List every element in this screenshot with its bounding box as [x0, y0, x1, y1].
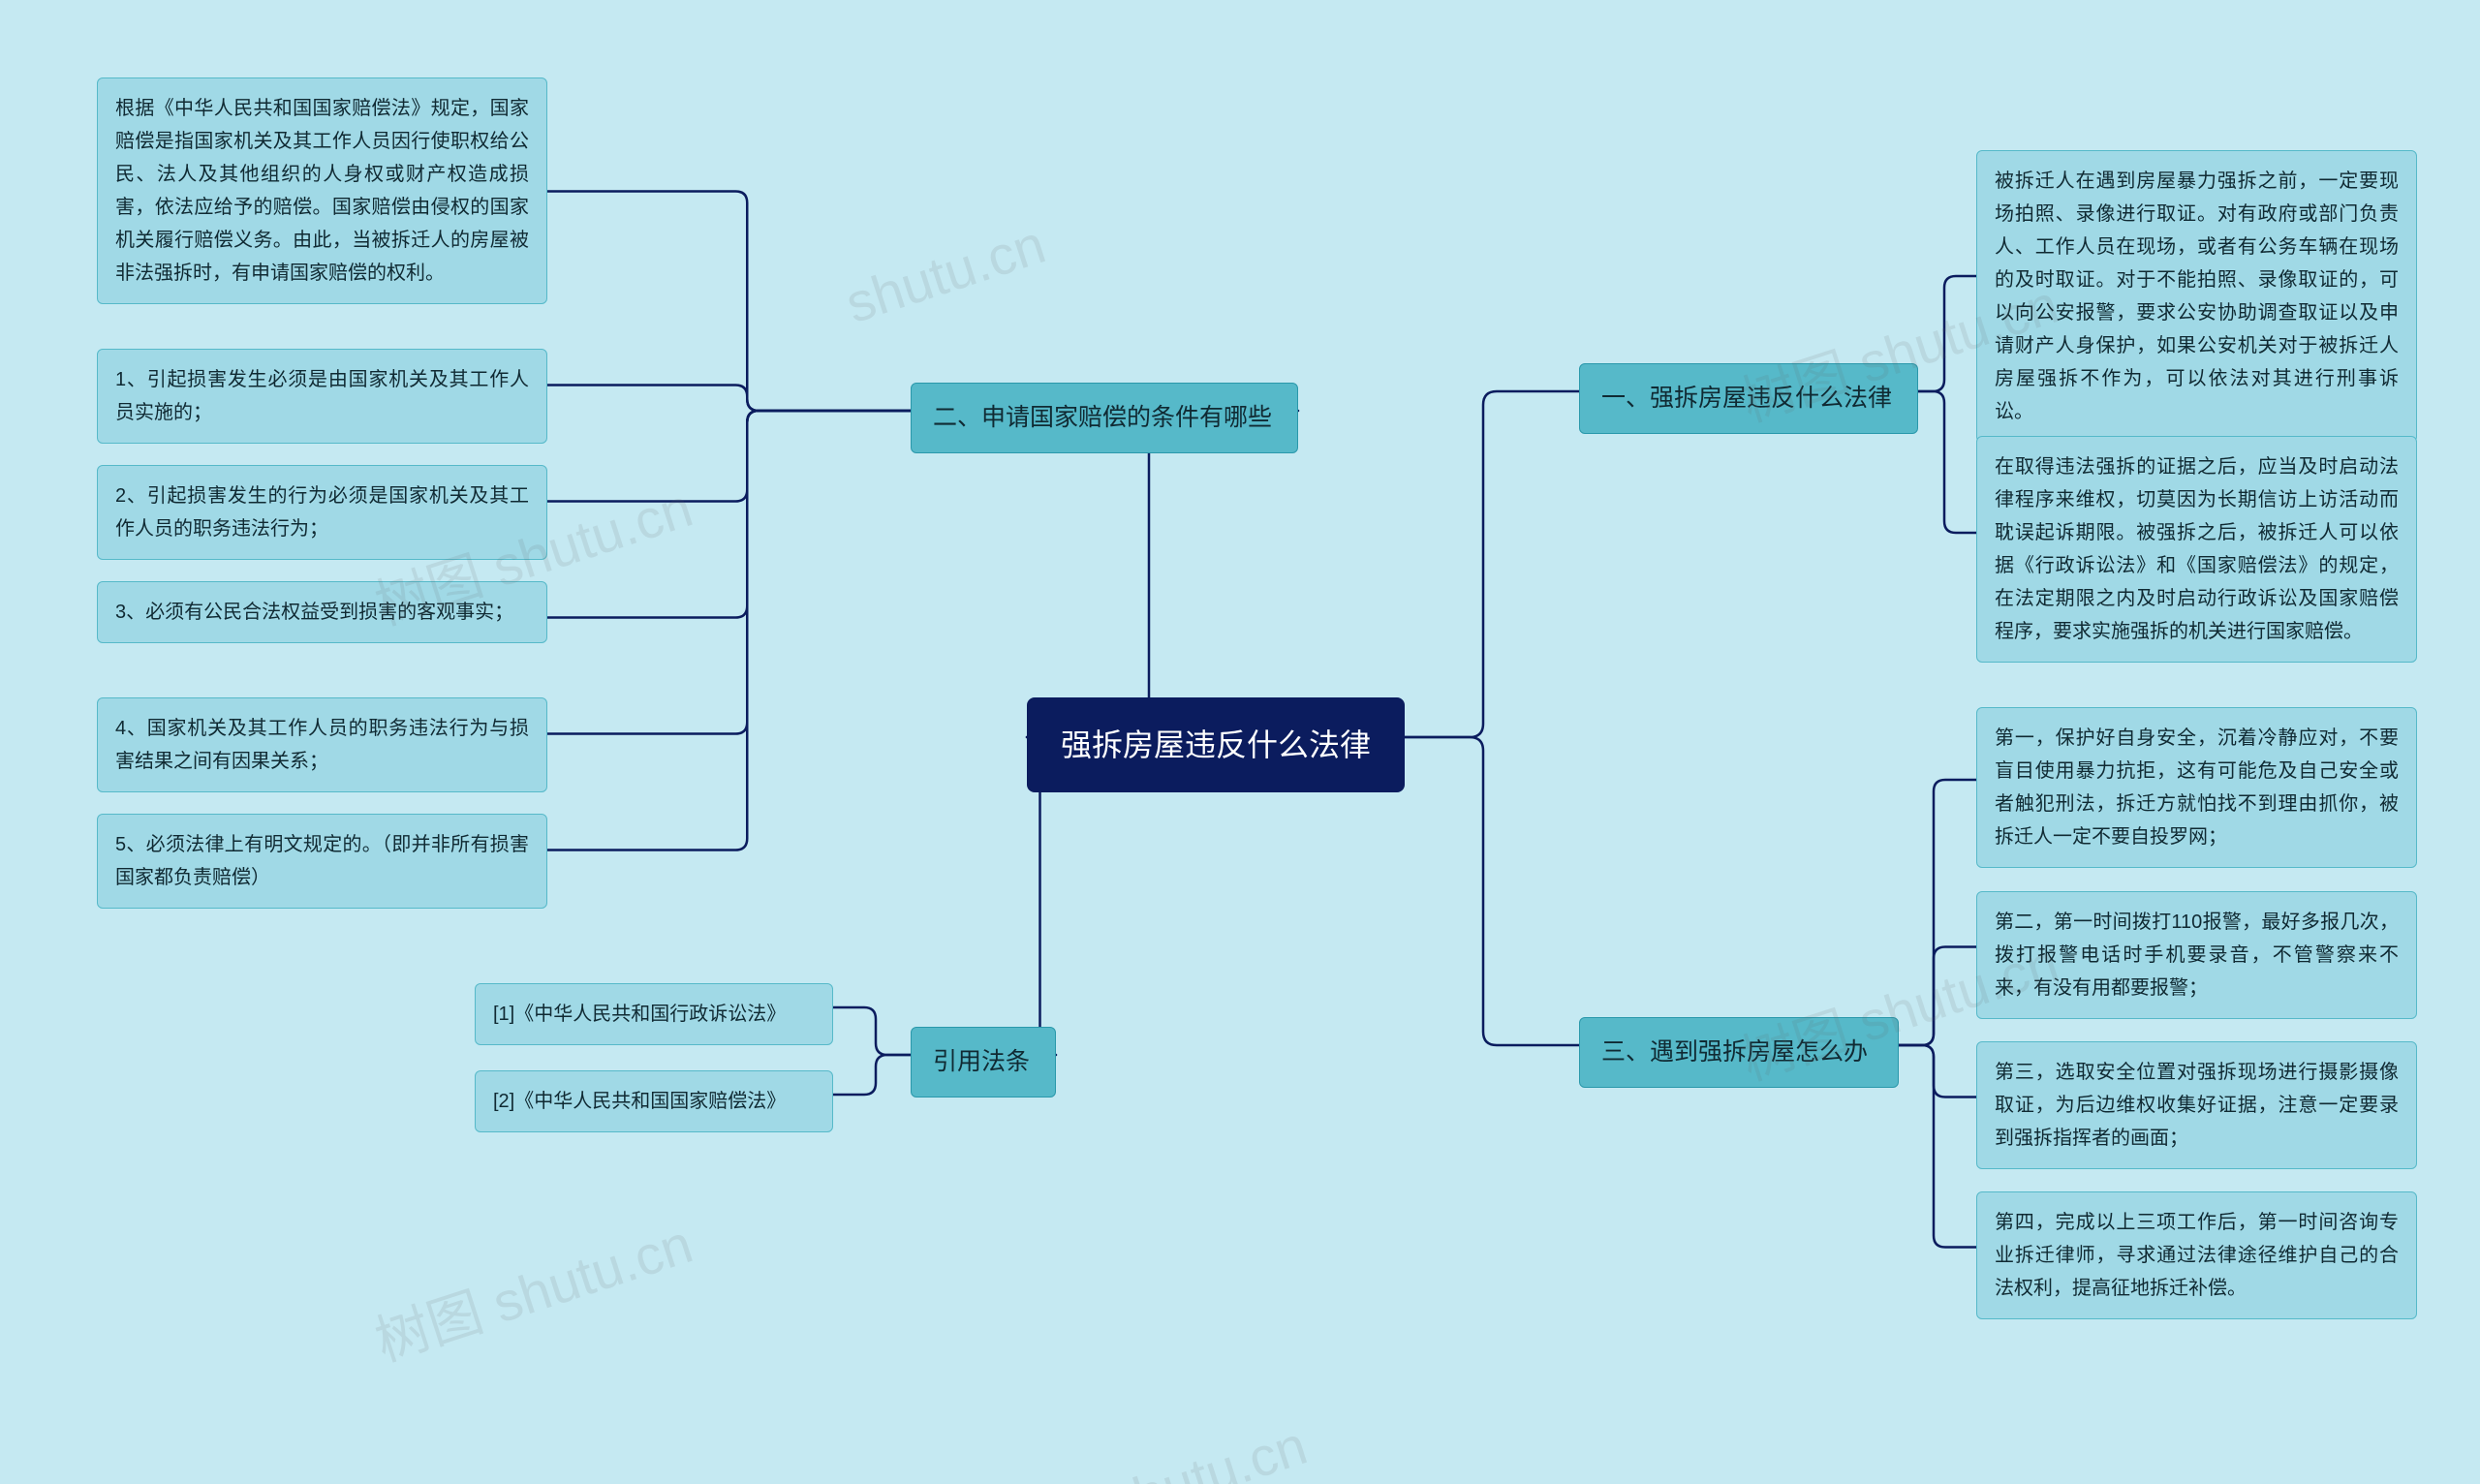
branch-node: 二、申请国家赔偿的条件有哪些: [911, 383, 1298, 453]
mindmap-stage: 强拆房屋违反什么法律 一、强拆房屋违反什么法律被拆迁人在遇到房屋暴力强拆之前，一定…: [0, 0, 2480, 1484]
watermark: shutu.cn: [838, 212, 1052, 335]
leaf-node: 5、必须法律上有明文规定的。（即并非所有损害国家都负责赔偿）: [97, 814, 547, 909]
root-node: 强拆房屋违反什么法律: [1027, 697, 1405, 792]
branch-node: 一、强拆房屋违反什么法律: [1579, 363, 1918, 434]
leaf-node: 3、必须有公民合法权益受到损害的客观事实；: [97, 581, 547, 643]
leaf-node: 4、国家机关及其工作人员的职务违法行为与损害结果之间有因果关系；: [97, 697, 547, 792]
branch-node: 引用法条: [911, 1027, 1056, 1098]
leaf-node: 第一，保护好自身安全，沉着冷静应对，不要盲目使用暴力抗拒，这有可能危及自己安全或…: [1976, 707, 2417, 868]
watermark: 树图 shutu.cn: [364, 1201, 701, 1377]
leaf-node: 根据《中华人民共和国国家赔偿法》规定，国家赔偿是指国家机关及其工作人员因行使职权…: [97, 77, 547, 304]
watermark: shutu.cn: [1100, 1413, 1314, 1484]
leaf-node: 第三，选取安全位置对强拆现场进行摄影摄像取证，为后边维权收集好证据，注意一定要录…: [1976, 1041, 2417, 1169]
branch-node: 三、遇到强拆房屋怎么办: [1579, 1017, 1899, 1088]
leaf-node: 第四，完成以上三项工作后，第一时间咨询专业拆迁律师，寻求通过法律途径维护自己的合…: [1976, 1191, 2417, 1319]
leaf-node: [2]《中华人民共和国国家赔偿法》: [475, 1070, 833, 1132]
leaf-node: 1、引起损害发生必须是由国家机关及其工作人员实施的；: [97, 349, 547, 444]
leaf-node: 被拆迁人在遇到房屋暴力强拆之前，一定要现场拍照、录像进行取证。对有政府或部门负责…: [1976, 150, 2417, 443]
leaf-node: 在取得违法强拆的证据之后，应当及时启动法律程序来维权，切莫因为长期信访上访活动而…: [1976, 436, 2417, 663]
leaf-node: 第二，第一时间拨打110报警，最好多报几次，拨打报警电话时手机要录音，不管警察来…: [1976, 891, 2417, 1019]
leaf-node: [1]《中华人民共和国行政诉讼法》: [475, 983, 833, 1045]
leaf-node: 2、引起损害发生的行为必须是国家机关及其工作人员的职务违法行为；: [97, 465, 547, 560]
